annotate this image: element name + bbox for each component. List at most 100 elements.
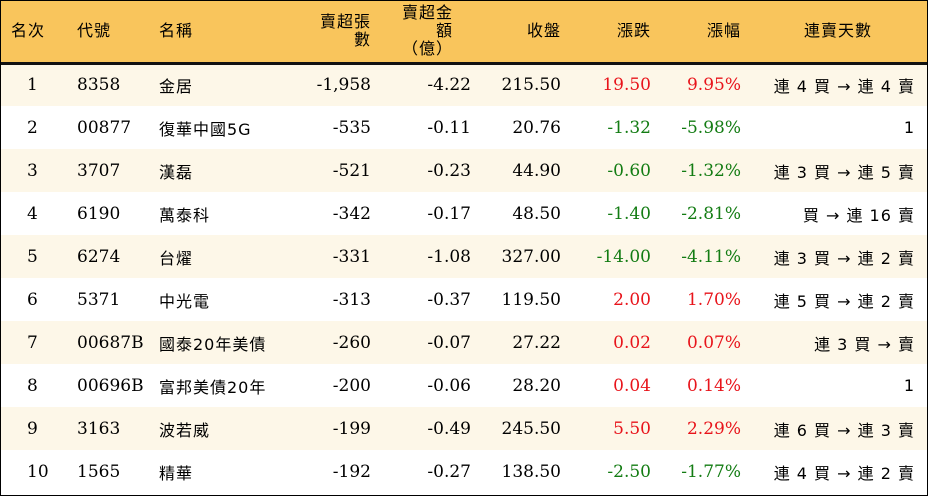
- table-row: 7 00687B 國泰20年美債 -260 -0.07 27.22 0.02 0.07% 連 3…: [1, 321, 927, 364]
- change-pct-cell: -2.81%: [681, 203, 741, 224]
- table-row: 9 3163 波若威 -199 -0.49 245.50 5.50 2.29% 連 6 買 → …: [1, 407, 927, 450]
- change-pct-cell: -4.11%: [681, 246, 741, 267]
- price-change-cell: 5.50: [613, 418, 651, 439]
- table-row: 2 00877 復華中國5G -535 -0.11 20.76 -1.32 -5.98% 1: [1, 106, 927, 149]
- sell-streak-cell: 連 3 買 → 連 5 賣: [773, 162, 915, 182]
- price-change-cell: -1.40: [607, 203, 651, 224]
- price-change-cell: -1.32: [607, 117, 651, 138]
- table-row: 8 00696B 富邦美債20年 -200 -0.06 28.20 0.04 0.14% 1: [1, 364, 927, 407]
- close-price-cell: 119.50: [501, 289, 561, 310]
- change-pct-cell: -1.32%: [681, 160, 741, 181]
- sell-streak-cell: 連 3 買 → 賣: [814, 334, 915, 354]
- table-row: 5 6274 台燿 -331 -1.08 327.00 -14.00 -4.11% 連 3 買 …: [1, 235, 927, 278]
- price-change-cell: -2.50: [607, 461, 651, 482]
- rank-cell: 6: [27, 289, 38, 310]
- close-price-cell: 28.20: [512, 375, 561, 396]
- header-net-sell-amount-line2: （億）: [401, 39, 453, 59]
- table-header: 名次 代號 名稱 賣超張數 賣超金額 （億） 收盤 漲跌 漲幅 連賣天數: [1, 1, 927, 65]
- stock-code-cell: 3707: [77, 160, 121, 181]
- change-pct-cell: -5.98%: [681, 117, 741, 138]
- close-price-cell: 44.90: [512, 160, 561, 181]
- net-sell-amount-cell: -0.17: [427, 203, 471, 224]
- rank-cell: 2: [27, 117, 38, 138]
- table-row: 1 8358 金居 -1,958 -4.22 215.50 19.50 9.95% 連 4 買 …: [1, 63, 927, 106]
- price-change-cell: 0.02: [613, 332, 651, 353]
- net-sell-shares-cell: -521: [332, 160, 371, 181]
- header-name: 名稱: [149, 1, 299, 65]
- net-sell-amount-cell: -1.08: [427, 246, 471, 267]
- net-sell-shares-cell: -192: [332, 461, 371, 482]
- stock-code-cell: 6274: [77, 246, 121, 267]
- sell-streak-cell: 1: [903, 376, 915, 395]
- stock-name-cell: 金居: [159, 77, 194, 97]
- stock-name-cell: 復華中國5G: [159, 119, 252, 139]
- stock-code-cell: 6190: [77, 203, 121, 224]
- close-price-cell: 215.50: [501, 75, 561, 96]
- close-price-cell: 48.50: [512, 203, 561, 224]
- stock-code-cell: 00687B: [77, 332, 144, 353]
- net-sell-shares-cell: -535: [332, 117, 371, 138]
- net-sell-amount-cell: -0.11: [427, 117, 471, 138]
- header-change: 漲跌: [569, 1, 659, 65]
- price-change-cell: 19.50: [602, 75, 651, 96]
- rank-cell: 10: [27, 461, 49, 482]
- close-price-cell: 245.50: [501, 418, 561, 439]
- net-sell-shares-cell: -342: [332, 203, 371, 224]
- table-row: 4 6190 萬泰科 -342 -0.17 48.50 -1.40 -2.81% 買 → 連 1…: [1, 192, 927, 235]
- header-net-sell-amount: 賣超金額 （億）: [379, 1, 479, 65]
- rank-cell: 4: [27, 203, 38, 224]
- change-pct-cell: 0.07%: [686, 332, 741, 353]
- sell-streak-cell: 1: [903, 118, 915, 137]
- rank-cell: 3: [27, 160, 38, 181]
- stock-name-cell: 富邦美債20年: [159, 377, 267, 397]
- sell-streak-cell: 連 3 買 → 連 2 賣: [773, 248, 915, 268]
- price-change-cell: 2.00: [613, 289, 651, 310]
- sell-streak-cell: 連 6 買 → 連 3 賣: [773, 420, 915, 440]
- stock-name-cell: 漢磊: [159, 162, 194, 182]
- stock-name-cell: 精華: [159, 463, 194, 483]
- change-pct-cell: -1.77%: [681, 461, 741, 482]
- rank-cell: 8: [27, 375, 38, 396]
- net-sell-shares-cell: -200: [332, 375, 371, 396]
- net-sell-amount-cell: -0.06: [427, 375, 471, 396]
- sell-streak-cell: 連 5 買 → 連 2 賣: [773, 291, 915, 311]
- net-sell-amount-cell: -4.22: [427, 75, 471, 96]
- table-row: 10 1565 精華 -192 -0.27 138.50 -2.50 -1.77% 連 4 買 …: [1, 450, 927, 493]
- table-row: 6 5371 中光電 -313 -0.37 119.50 2.00 1.70% 連 5 買 → …: [1, 278, 927, 321]
- rank-cell: 1: [27, 75, 38, 96]
- close-price-cell: 20.76: [512, 117, 561, 138]
- net-sell-shares-cell: -1,958: [316, 75, 371, 96]
- sell-streak-cell: 連 4 買 → 連 2 賣: [773, 463, 915, 483]
- net-sell-amount-cell: -0.07: [427, 332, 471, 353]
- stock-code-cell: 3163: [77, 418, 121, 439]
- net-sell-amount-cell: -0.37: [427, 289, 471, 310]
- stock-code-cell: 8358: [77, 75, 121, 96]
- header-net-sell-amount-line1: 賣超金額: [401, 3, 453, 41]
- sell-streak-cell: 買 → 連 16 賣: [802, 205, 915, 225]
- table-row: 3 3707 漢磊 -521 -0.23 44.90 -0.60 -1.32% 連 3 買 → …: [1, 149, 927, 192]
- rank-cell: 7: [27, 332, 38, 353]
- header-rank: 名次: [1, 1, 67, 65]
- header-change-pct: 漲幅: [659, 1, 749, 65]
- stock-name-cell: 中光電: [159, 291, 211, 311]
- rank-cell: 5: [27, 246, 38, 267]
- change-pct-cell: 1.70%: [686, 289, 741, 310]
- net-sell-shares-cell: -199: [332, 418, 371, 439]
- change-pct-cell: 0.14%: [686, 375, 741, 396]
- stock-name-cell: 國泰20年美債: [159, 334, 267, 354]
- net-sell-amount-cell: -0.27: [427, 461, 471, 482]
- price-change-cell: -14.00: [596, 246, 651, 267]
- close-price-cell: 138.50: [501, 461, 561, 482]
- stock-name-cell: 萬泰科: [159, 205, 211, 225]
- stock-code-cell: 1565: [77, 461, 121, 482]
- close-price-cell: 327.00: [501, 246, 561, 267]
- header-code: 代號: [67, 1, 149, 65]
- stock-name-cell: 台燿: [159, 248, 194, 268]
- net-sell-shares-cell: -331: [332, 246, 371, 267]
- sell-streak-cell: 連 4 買 → 連 4 賣: [773, 77, 915, 97]
- stock-code-cell: 00696B: [77, 375, 144, 396]
- net-sell-shares-cell: -313: [332, 289, 371, 310]
- net-sell-shares-cell: -260: [332, 332, 371, 353]
- change-pct-cell: 9.95%: [686, 75, 741, 96]
